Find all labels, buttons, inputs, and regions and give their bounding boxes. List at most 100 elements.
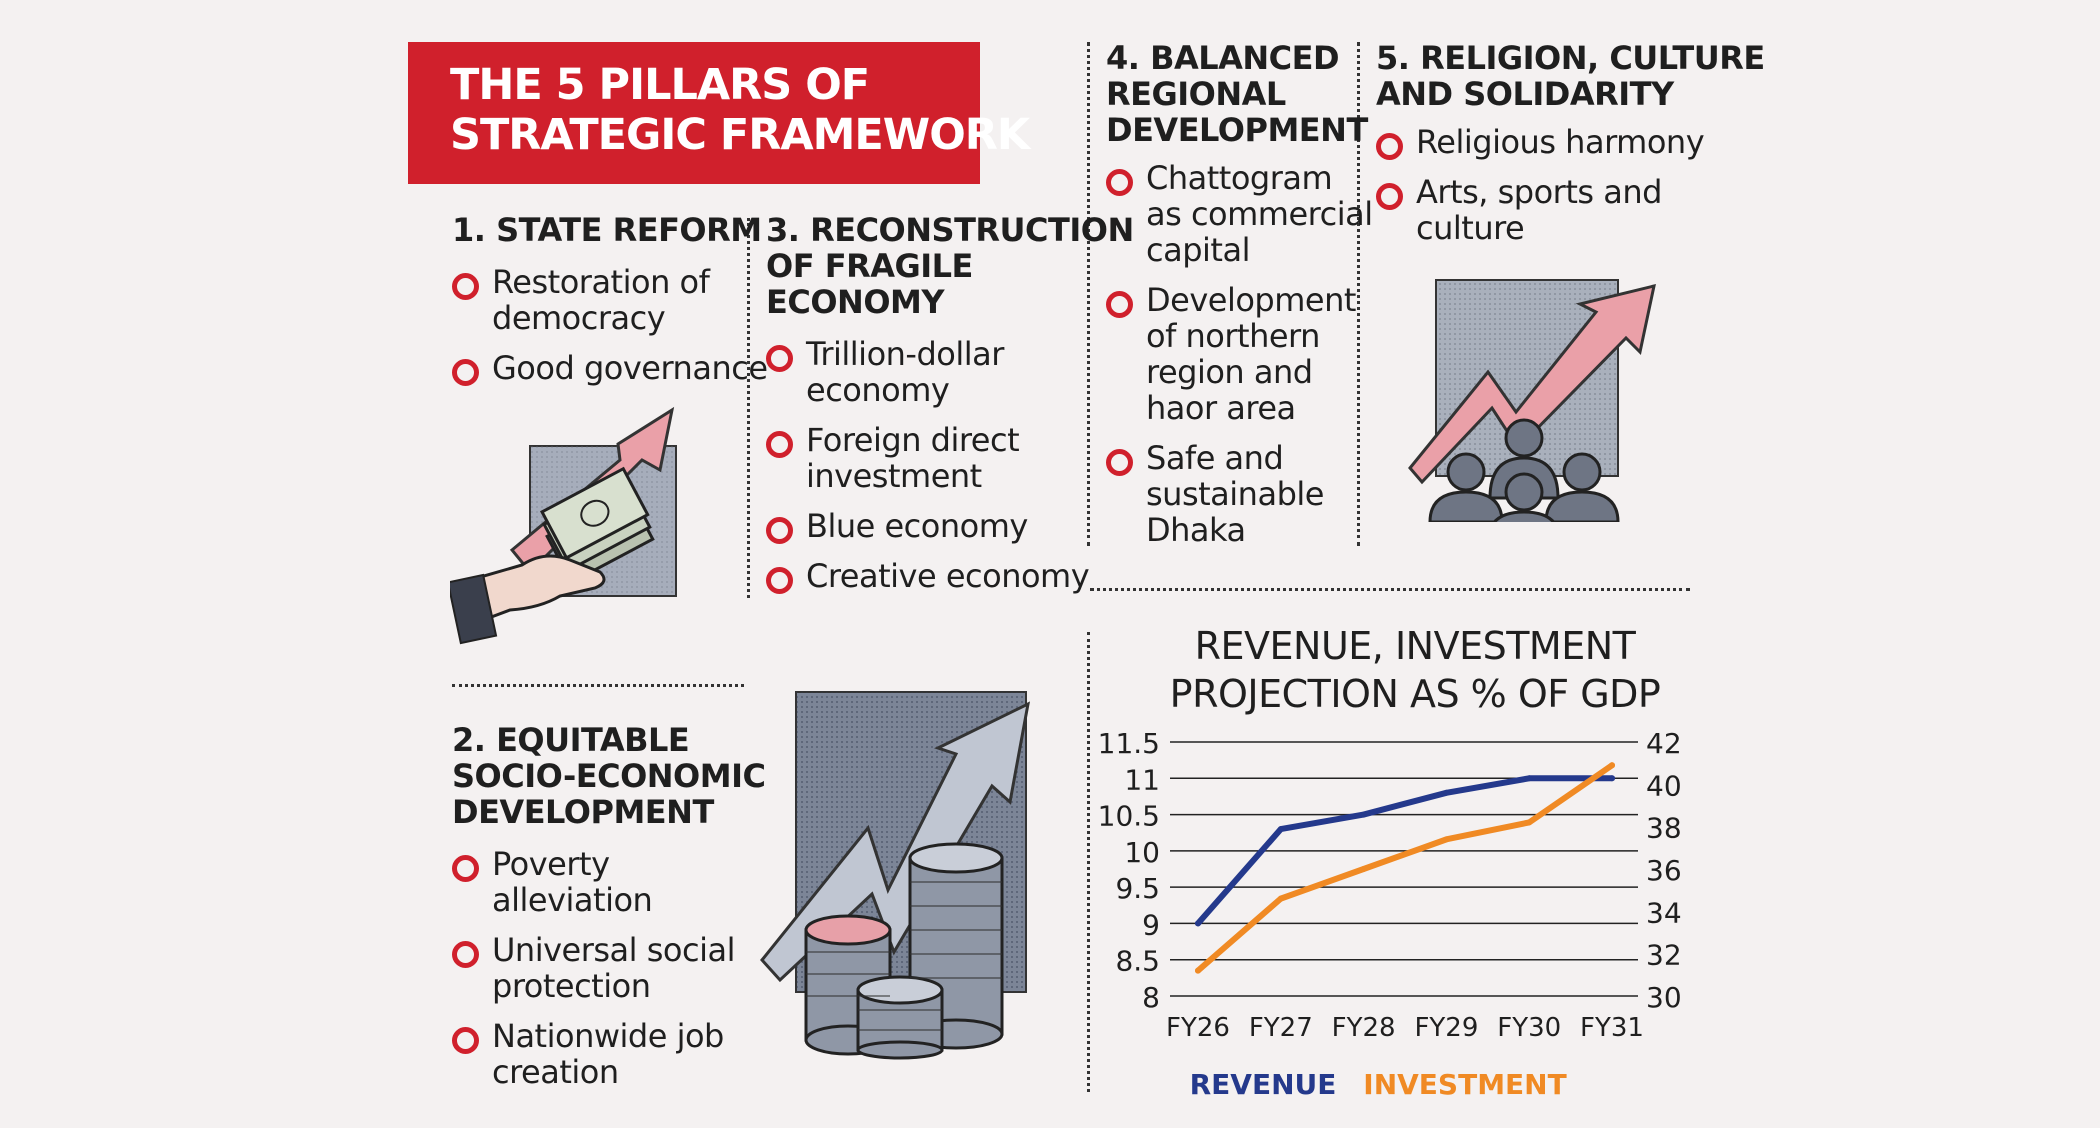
bullet-icon xyxy=(1106,449,1133,476)
divider-v3 xyxy=(1357,42,1360,546)
data-point xyxy=(1526,819,1533,826)
x-tick-label: FY29 xyxy=(1414,1013,1478,1043)
coins-arrow-icon xyxy=(760,691,1031,1060)
list-item: Nationwide job creation xyxy=(452,1018,765,1090)
y-right-tick-label: 32 xyxy=(1646,939,1682,972)
y-left-tick-label: 10 xyxy=(1124,836,1160,869)
data-point xyxy=(1443,836,1450,843)
heading-line: 4. BALANCED xyxy=(1106,39,1340,77)
chart-title-line-2: PROJECTION AS % OF GDP xyxy=(1169,672,1661,716)
x-tick-label: FY30 xyxy=(1497,1013,1561,1043)
y-right-tick-label: 34 xyxy=(1646,896,1682,929)
divider-v4 xyxy=(1087,632,1090,1092)
y-left-tick-label: 11 xyxy=(1124,763,1160,796)
title-line-1: THE 5 PILLARS OF xyxy=(450,60,870,110)
bullet-icon xyxy=(452,359,479,386)
y-left-tick-label: 11.5 xyxy=(1100,727,1160,760)
list-item: Restoration of democracy xyxy=(452,264,768,336)
list-item: Blue economy xyxy=(766,508,1134,544)
pillar-2: 2. EQUITABLE SOCIO-ECONOMIC DEVELOPMENT … xyxy=(452,721,766,1104)
heading-line: DEVELOPMENT xyxy=(452,793,714,831)
divider-h1 xyxy=(452,684,744,687)
heading-line: REGIONAL xyxy=(1106,75,1286,113)
data-point xyxy=(1195,967,1201,974)
divider-v2 xyxy=(1087,42,1090,546)
list-item: Trillion-dollar economy xyxy=(766,336,1134,408)
list-item: Creative economy xyxy=(766,558,1134,594)
y-right-tick-label: 36 xyxy=(1646,854,1682,887)
pillar-3-list: Trillion-dollar economy Foreign direct inv… xyxy=(766,336,1134,594)
chart-grid xyxy=(1170,741,1638,997)
bullet-icon xyxy=(1106,291,1133,318)
bullet-icon xyxy=(1376,183,1403,210)
legend-item: INVESTMENT xyxy=(1363,1068,1566,1100)
list-item: Poverty alleviation xyxy=(452,846,765,918)
bullet-icon xyxy=(452,941,479,968)
x-axis: FY26 FY27 FY28 FY29 FY30 FY31 xyxy=(1166,1013,1644,1043)
heading-line: SOCIO-ECONOMIC xyxy=(452,757,766,795)
chart-title: REVENUE, INVESTMENT PROJECTION AS % OF G… xyxy=(1130,622,1700,718)
heading-line: ECONOMY xyxy=(766,283,945,321)
bullet-icon xyxy=(766,567,793,594)
bullet-icon xyxy=(1376,133,1403,160)
pillar-2-heading: 2. EQUITABLE SOCIO-ECONOMIC DEVELOPMENT xyxy=(452,721,766,831)
list-item: Religious harmony xyxy=(1376,124,1765,160)
pillar-4-heading: 4. BALANCED REGIONAL DEVELOPMENT xyxy=(1106,40,1373,148)
chart-series xyxy=(1195,762,1615,974)
bullet-icon xyxy=(766,345,793,372)
y-left-tick-label: 9 xyxy=(1142,908,1160,941)
legend-item: REVENUE xyxy=(1190,1068,1337,1100)
pillar-1-heading: 1. STATE REFORM xyxy=(452,212,768,248)
data-point xyxy=(1277,826,1284,833)
list-item: Good governance xyxy=(452,350,768,386)
pillar-1: 1. STATE REFORM Restoration of democracy … xyxy=(452,212,768,400)
pillar-1-list: Restoration of democracy Good governance xyxy=(452,264,768,386)
data-point xyxy=(1360,866,1367,872)
heading-line: 2. EQUITABLE xyxy=(452,721,690,759)
x-tick-label: FY26 xyxy=(1166,1013,1230,1043)
x-tick-label: FY27 xyxy=(1249,1013,1313,1043)
people-arrow-icon xyxy=(1408,279,1656,522)
bullet-icon xyxy=(766,517,793,544)
heading-line: OF FRAGILE xyxy=(766,247,973,285)
y-right-tick-label: 40 xyxy=(1646,769,1682,802)
series-line-revenue xyxy=(1195,775,1615,927)
data-point xyxy=(1360,811,1367,818)
pillar-5: 5. RELIGION, CULTURE AND SOLIDARITY Reli… xyxy=(1376,40,1765,260)
y-right-tick-label: 38 xyxy=(1646,812,1682,845)
list-item: Universal social protection xyxy=(452,932,765,1004)
heading-line: AND SOLIDARITY xyxy=(1376,75,1674,113)
chart-title-line-1: REVENUE, INVESTMENT xyxy=(1194,624,1636,668)
y-left-tick-label: 10.5 xyxy=(1100,800,1160,833)
data-point xyxy=(1277,895,1284,902)
pillar-5-list: Religious harmony Arts, sports and cultur… xyxy=(1376,124,1765,246)
bullet-icon xyxy=(452,1027,479,1054)
y-left-tick-label: 8 xyxy=(1142,981,1160,1014)
data-point xyxy=(1443,789,1450,796)
x-tick-label: FY31 xyxy=(1580,1013,1644,1043)
pillar-2-list: Poverty alleviation Universal social prote… xyxy=(452,846,765,1090)
bullet-icon xyxy=(1106,169,1133,196)
series-line-investment xyxy=(1195,762,1615,974)
data-point xyxy=(1526,775,1533,782)
bullet-icon xyxy=(452,273,479,300)
divider-v1 xyxy=(747,218,750,598)
y-right-tick-label: 30 xyxy=(1646,981,1682,1014)
y-right-tick-label: 42 xyxy=(1646,727,1682,760)
chart-legend: REVENUE INVESTMENT xyxy=(1190,1068,1567,1100)
heading-line: 3. RECONSTRUCTION xyxy=(766,211,1134,249)
pillar-4-list: Chattogram as commercial capital Developme… xyxy=(1106,160,1373,548)
y-left-tick-label: 8.5 xyxy=(1115,945,1160,978)
heading-line: 5. RELIGION, CULTURE xyxy=(1376,39,1765,77)
pillar-3: 3. RECONSTRUCTION OF FRAGILE ECONOMY Tri… xyxy=(766,212,1134,608)
heading-line: DEVELOPMENT xyxy=(1106,111,1368,149)
title-line-2: STRATEGIC FRAMEWORK xyxy=(450,110,1030,160)
pillar-5-heading: 5. RELIGION, CULTURE AND SOLIDARITY xyxy=(1376,40,1765,112)
list-item: Foreign direct investment xyxy=(766,422,1134,494)
list-item: Safe and sustainable Dhaka xyxy=(1106,440,1373,548)
divider-h2 xyxy=(1090,588,1690,591)
data-point xyxy=(1609,762,1615,769)
bullet-icon xyxy=(452,855,479,882)
